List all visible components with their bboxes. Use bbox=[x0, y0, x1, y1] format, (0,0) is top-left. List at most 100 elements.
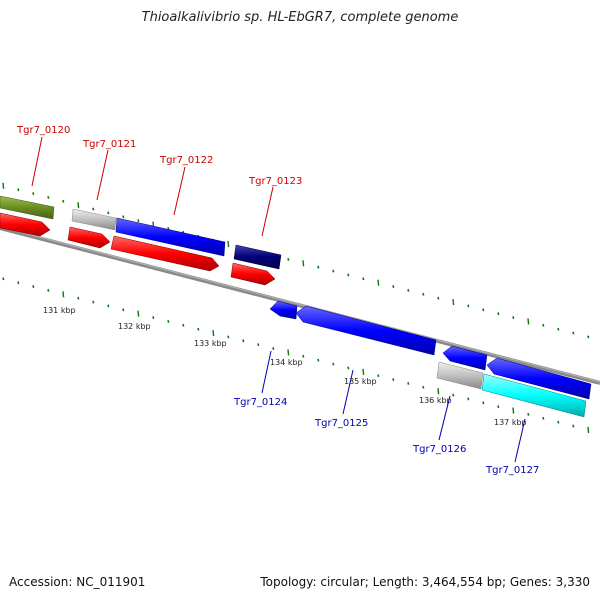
minor-tick bbox=[317, 265, 320, 269]
upper-tick-track bbox=[2, 182, 590, 339]
minor-tick bbox=[332, 269, 335, 273]
leader-line bbox=[514, 418, 526, 463]
genome-backbone bbox=[0, 226, 600, 385]
scale-label: 135 kbp bbox=[344, 377, 377, 386]
gene-arrow-blue[interactable] bbox=[486, 357, 592, 400]
major-tick bbox=[362, 368, 365, 375]
minor-tick bbox=[122, 215, 125, 219]
gene-tgr7-0120[interactable] bbox=[0, 195, 55, 220]
minor-tick bbox=[167, 319, 170, 323]
major-tick bbox=[137, 310, 140, 317]
gene-tgr7-0127[interactable] bbox=[481, 373, 587, 418]
minor-tick bbox=[392, 378, 395, 381]
scale-label: 133 kbp bbox=[194, 339, 227, 348]
minor-tick bbox=[122, 308, 125, 312]
minor-tick bbox=[407, 381, 410, 385]
minor-tick bbox=[347, 273, 350, 277]
minor-tick bbox=[392, 285, 395, 288]
minor-tick bbox=[527, 412, 530, 416]
gene-label-tgr7-0126[interactable]: Tgr7_0126 bbox=[412, 444, 466, 455]
minor-tick bbox=[497, 405, 500, 409]
gene-arrow-red[interactable] bbox=[110, 235, 220, 272]
gene-arrow-red[interactable] bbox=[67, 226, 111, 249]
minor-tick bbox=[137, 219, 140, 223]
leader-line bbox=[342, 369, 354, 415]
accession-text: Accession: NC_011901 bbox=[9, 575, 146, 589]
gene-tgr7-0122[interactable] bbox=[115, 217, 226, 257]
minor-tick bbox=[92, 300, 95, 304]
major-tick bbox=[512, 407, 515, 414]
minor-tick bbox=[302, 354, 305, 358]
map-title: Thioalkalivibrio sp. HL-EbGR7, complete … bbox=[141, 10, 459, 25]
major-tick bbox=[377, 279, 380, 286]
minor-tick bbox=[407, 288, 410, 292]
minor-tick bbox=[572, 331, 575, 335]
minor-tick bbox=[497, 312, 500, 316]
leader-line bbox=[261, 350, 272, 394]
gene-arrow-blue[interactable] bbox=[442, 345, 488, 371]
minor-tick bbox=[467, 397, 470, 401]
minor-tick bbox=[422, 292, 425, 296]
minor-tick bbox=[482, 308, 485, 312]
minor-tick bbox=[557, 420, 560, 424]
gene-arrow-red[interactable] bbox=[230, 262, 276, 286]
leader-line bbox=[96, 149, 109, 201]
minor-tick bbox=[197, 327, 200, 331]
minor-tick bbox=[272, 347, 275, 350]
topology-text: Topology: circular; Length: 3,464,554 bp… bbox=[260, 575, 590, 589]
gene-label-tgr7-0120[interactable]: Tgr7_0120 bbox=[16, 125, 70, 136]
major-tick bbox=[452, 298, 455, 306]
minor-tick bbox=[107, 304, 110, 308]
minor-tick bbox=[227, 335, 230, 339]
minor-tick bbox=[77, 296, 80, 300]
minor-tick bbox=[62, 199, 65, 203]
genome-backbone-highlight bbox=[0, 226, 600, 383]
gene-label-tgr7-0122[interactable]: Tgr7_0122 bbox=[159, 155, 213, 166]
major-tick bbox=[437, 388, 440, 395]
gene-label-tgr7-0124[interactable]: Tgr7_0124 bbox=[233, 397, 287, 408]
minor-tick bbox=[32, 285, 35, 288]
minor-tick bbox=[47, 195, 50, 199]
minor-tick bbox=[17, 281, 20, 285]
major-tick bbox=[302, 260, 305, 267]
leader-line bbox=[173, 166, 186, 216]
scale-label: 134 kbp bbox=[270, 358, 303, 367]
minor-tick bbox=[362, 277, 365, 281]
gene-arrow-blue[interactable] bbox=[269, 300, 298, 320]
minor-tick bbox=[32, 192, 35, 195]
leader-line bbox=[261, 186, 274, 237]
minor-tick bbox=[557, 327, 560, 331]
gene-arrow-blue[interactable] bbox=[295, 305, 437, 356]
minor-tick bbox=[377, 374, 380, 378]
minor-tick bbox=[347, 366, 350, 370]
major-tick bbox=[2, 182, 5, 189]
lower-tick-track bbox=[2, 277, 590, 433]
gene-arrow-red[interactable] bbox=[0, 212, 51, 237]
gene-label-tgr7-0123[interactable]: Tgr7_0123 bbox=[248, 176, 302, 187]
minor-tick bbox=[242, 339, 245, 343]
major-tick bbox=[527, 318, 530, 325]
gene-label-tgr7-0125[interactable]: Tgr7_0125 bbox=[314, 418, 368, 429]
minor-tick bbox=[452, 393, 455, 397]
gene-tgr7-0123[interactable] bbox=[233, 244, 282, 270]
minor-tick bbox=[587, 335, 590, 339]
leader-line bbox=[31, 136, 43, 187]
minor-tick bbox=[257, 343, 260, 347]
minor-tick bbox=[47, 288, 50, 292]
major-tick bbox=[287, 349, 290, 356]
gene-label-tgr7-0127[interactable]: Tgr7_0127 bbox=[485, 465, 539, 476]
gene-tgr7-0121[interactable] bbox=[71, 208, 117, 231]
minor-tick bbox=[332, 362, 335, 366]
leader-line bbox=[438, 395, 451, 441]
gene-label-tgr7-0121[interactable]: Tgr7_0121 bbox=[82, 139, 136, 150]
major-tick bbox=[62, 291, 65, 298]
minor-tick bbox=[2, 277, 5, 281]
minor-tick bbox=[542, 416, 545, 420]
minor-tick bbox=[17, 188, 20, 192]
scale-label: 136 kbp bbox=[419, 396, 452, 405]
minor-tick bbox=[512, 316, 515, 319]
gene-tgr7-0126[interactable] bbox=[436, 361, 484, 390]
minor-tick bbox=[317, 358, 320, 362]
minor-tick bbox=[542, 323, 545, 327]
